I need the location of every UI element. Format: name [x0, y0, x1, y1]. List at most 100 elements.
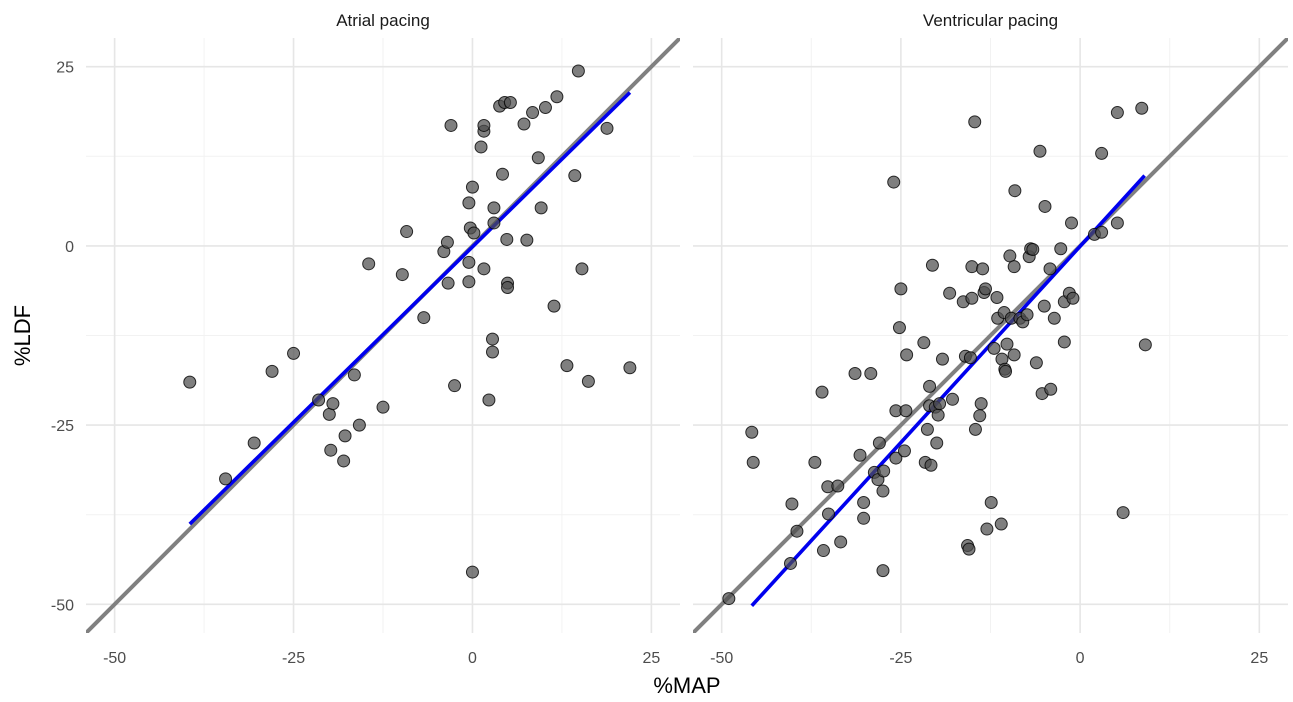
data-point [1066, 291, 1080, 305]
data-point [462, 275, 476, 289]
data-point [265, 364, 279, 378]
data-point [1054, 242, 1068, 256]
data-point [571, 64, 585, 78]
data-point [894, 282, 908, 296]
data-point [899, 404, 913, 418]
data-point [968, 422, 982, 436]
data-point [973, 409, 987, 423]
data-point [1065, 216, 1079, 230]
data-point [943, 286, 957, 300]
data-point [746, 455, 760, 469]
data-point [745, 425, 759, 439]
data-point [1095, 225, 1109, 239]
data-point [931, 408, 945, 422]
data-point [1135, 101, 1149, 115]
data-point [623, 361, 637, 375]
data-point [462, 196, 476, 210]
data-point [1043, 262, 1057, 276]
x-axis-title: %MAP [653, 673, 720, 698]
y-axis-title: %LDF [10, 305, 35, 366]
data-point [448, 379, 462, 393]
data-point [485, 345, 499, 359]
data-point [465, 565, 479, 579]
data-point [338, 429, 352, 443]
data-point [487, 216, 501, 230]
data-point [322, 407, 336, 421]
data-point [324, 443, 338, 457]
data-point [933, 397, 947, 411]
data-point [821, 507, 835, 521]
data-point [1038, 199, 1052, 213]
data-point [963, 351, 977, 365]
data-point [547, 299, 561, 313]
data-point [965, 260, 979, 274]
data-point [853, 448, 867, 462]
panel-title-ventricular: Ventricular pacing [923, 11, 1058, 30]
data-point [962, 542, 976, 556]
data-point [1057, 335, 1071, 349]
data-point [462, 255, 476, 269]
data-point [326, 397, 340, 411]
data-point [808, 455, 822, 469]
data-point [1047, 311, 1061, 325]
data-point [526, 106, 540, 120]
data-point [1095, 146, 1109, 160]
x-tick-label: -25 [889, 650, 912, 667]
data-point [887, 175, 901, 189]
data-point [362, 257, 376, 271]
data-point [900, 348, 914, 362]
data-point [889, 451, 903, 465]
data-point [1037, 299, 1051, 313]
data-point [897, 444, 911, 458]
fit-line [188, 91, 632, 526]
panel-atrial-pacing: -50 -25 0 25 Atrial pacing [86, 11, 680, 667]
x-tick-label: 25 [1250, 650, 1268, 667]
data-point [917, 336, 931, 350]
data-point [219, 472, 233, 486]
data-point [925, 258, 939, 272]
data-point [864, 366, 878, 380]
data-point [477, 262, 491, 276]
data-point [1029, 356, 1043, 370]
data-point [520, 233, 534, 247]
data-point [930, 436, 944, 450]
data-point [857, 511, 871, 525]
x-tick-label: 0 [1076, 650, 1085, 667]
data-point [876, 484, 890, 498]
data-point [444, 118, 458, 132]
data-point [1003, 249, 1017, 263]
data-point [1138, 338, 1152, 352]
data-point [503, 96, 517, 110]
data-point [946, 392, 960, 406]
x-tick-label: -25 [282, 650, 305, 667]
data-point [395, 268, 409, 282]
data-point [935, 352, 949, 366]
data-point [857, 496, 871, 510]
data-point [999, 364, 1013, 378]
data-point [474, 140, 488, 154]
data-point [978, 282, 992, 296]
data-point [790, 524, 804, 538]
x-tick-label: 25 [642, 650, 660, 667]
data-point [920, 422, 934, 436]
data-point [965, 291, 979, 305]
data-point [783, 556, 797, 570]
data-point [1026, 242, 1040, 256]
data-point [968, 115, 982, 129]
data-point [976, 262, 990, 276]
data-point [1110, 216, 1124, 230]
data-point [892, 321, 906, 335]
data-point [287, 346, 301, 360]
data-point [1033, 144, 1047, 158]
data-point [1008, 184, 1022, 198]
fit-line [750, 174, 1146, 607]
data-point [990, 291, 1004, 305]
panel-title-atrial: Atrial pacing [336, 11, 430, 30]
data-point [531, 151, 545, 165]
panel-ventricular-pacing: -50 -25 0 25 Ventricular pacing [693, 11, 1288, 667]
data-point [482, 393, 496, 407]
data-point [600, 121, 614, 135]
data-point [183, 375, 197, 389]
data-point [877, 464, 891, 478]
